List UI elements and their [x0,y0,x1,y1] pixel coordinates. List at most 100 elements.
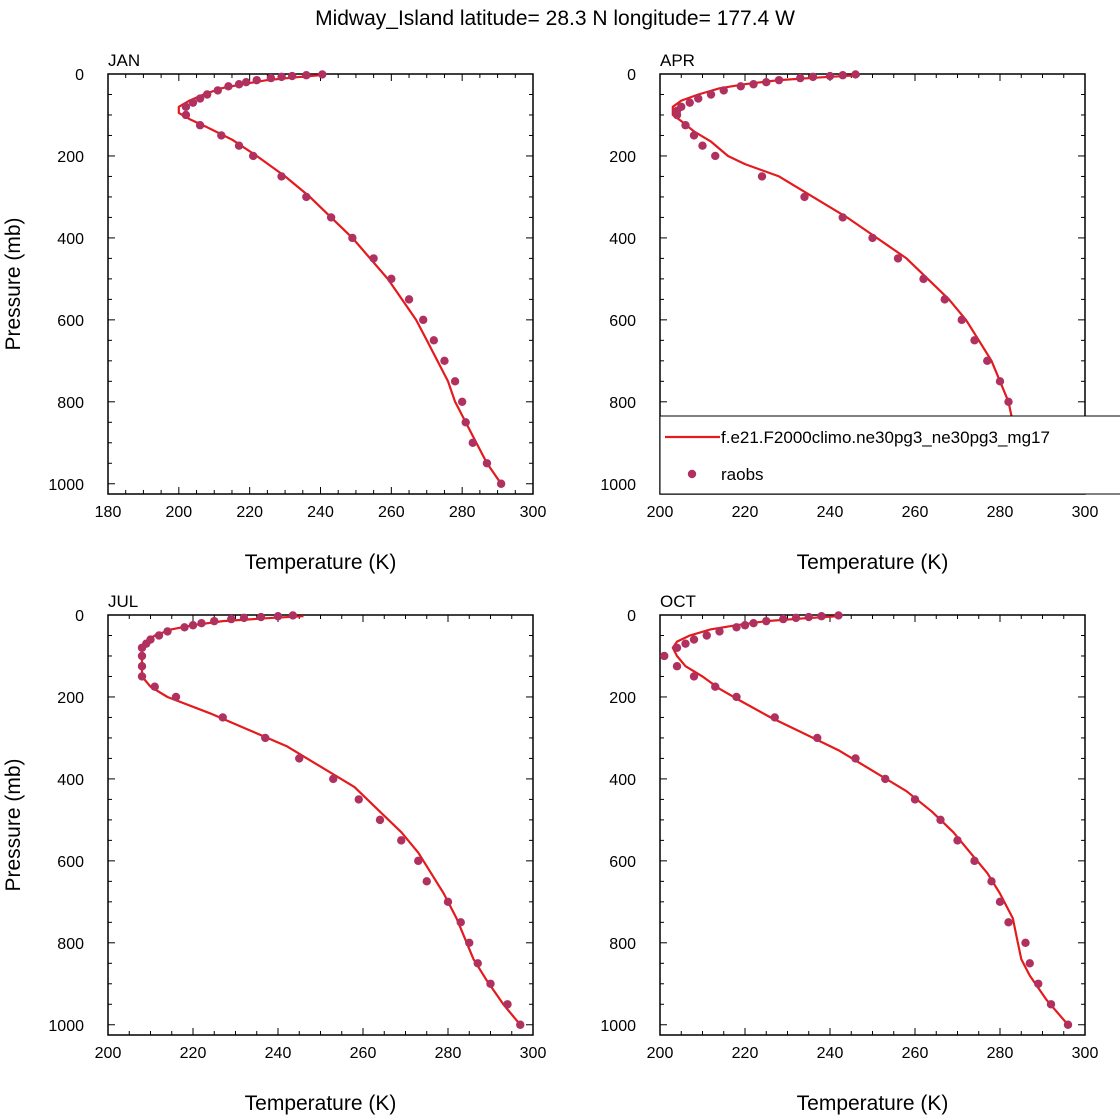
obs-point [817,612,826,621]
x-tick-label: 260 [350,1045,377,1062]
obs-point [910,795,920,804]
obs-point [804,612,813,622]
y-tick-label: 600 [609,313,636,330]
obs-point [919,274,928,284]
figure-title: Midway_Island latitude= 28.3 N longitude… [315,7,795,30]
obs-point [740,621,750,630]
y-tick-label: 200 [609,690,636,707]
legend-box [659,415,1120,495]
obs-point [295,754,304,763]
legend-model-label: f.e21.F2000climo.ne30pg3_ne30pg3_mg17 [721,428,1050,447]
obs-point [774,75,784,85]
x-axis-label: Temperature (K) [797,551,949,574]
obs-point [277,72,286,82]
obs-point [180,623,189,632]
obs-point [1034,979,1043,988]
panel-title: JAN [108,51,140,70]
obs-point [1021,938,1030,948]
obs-point [150,682,159,691]
obs-point [181,102,191,111]
obs-point [422,877,431,886]
obs-point [326,213,336,222]
y-axis-label: Pressure (mb) [2,758,25,891]
obs-point [414,856,423,866]
obs-point [241,77,251,87]
legend-obs-label: raobs [721,465,764,484]
obs-point [318,70,327,79]
obs-point [465,938,474,948]
x-tick-label: 180 [95,504,122,521]
obs-point [779,614,788,624]
x-tick-label: 280 [449,504,476,521]
obs-point [252,75,261,85]
obs-point [719,86,728,95]
obs-point [217,131,226,140]
y-tick-label: 0 [627,67,636,84]
y-tick-label: 1000 [48,1018,84,1035]
x-tick-label: 220 [732,1045,759,1062]
y-tick-label: 400 [57,231,84,248]
obs-point [672,110,682,120]
legend-obs-swatch [687,469,697,479]
y-tick-label: 800 [609,936,636,953]
y-tick-label: 0 [75,608,84,625]
obs-point [354,795,363,804]
obs-point [329,774,338,784]
obs-point [757,172,767,181]
y-tick-label: 800 [57,936,84,953]
plot-frame [659,614,1086,1036]
obs-point [893,254,903,263]
obs-point [137,662,147,671]
x-tick-label: 240 [817,1045,844,1062]
obs-point [171,692,181,702]
y-tick-label: 800 [57,395,84,412]
obs-point [287,71,297,81]
obs-point [188,621,198,630]
obs-point [197,618,206,628]
obs-point [137,643,147,652]
obs-point [694,94,703,103]
x-tick-label: 300 [1072,504,1099,521]
y-tick-label: 600 [57,313,84,330]
obs-point [482,459,492,468]
obs-point [762,616,771,626]
y-tick-label: 600 [57,854,84,871]
obs-point [456,918,465,927]
x-tick-label: 200 [647,504,674,521]
obs-point [706,90,716,99]
obs-point [838,213,847,222]
obs-point [137,651,147,661]
obs-point [881,774,890,784]
obs-point [234,141,244,150]
obs-point [732,623,741,632]
obs-point [953,836,962,845]
obs-point [970,856,979,866]
obs-point [736,82,745,91]
obs-point [702,631,711,640]
obs-point [995,897,1005,907]
y-tick-label: 200 [57,690,84,707]
panel-oct: OCT 200 220 240 260 280 300 0 200 400 600 800 1000 Te… [600,592,1098,1115]
obs-point [397,836,406,845]
obs-point [1063,1020,1073,1029]
x-tick-label: 220 [236,504,263,521]
obs-point [261,733,270,743]
y-tick-label: 1000 [48,477,84,494]
y-tick-label: 400 [609,231,636,248]
obs-point [689,131,699,140]
obs-point [224,82,233,91]
y-tick-label: 1000 [600,1018,636,1035]
obs-point [302,192,311,202]
obs-point [496,479,506,488]
y-tick-label: 600 [609,854,636,871]
model-line [177,74,503,485]
y-tick-label: 0 [75,67,84,84]
obs-point [770,713,779,722]
obs-point [202,90,212,99]
obs-point [1004,918,1013,927]
obs-point [685,98,694,107]
obs-point [1004,397,1013,407]
panels-container: JAN 180 200 220 240 260 280 300 0 200 400 600 800 100… [2,51,1120,1115]
obs-point [369,254,378,263]
